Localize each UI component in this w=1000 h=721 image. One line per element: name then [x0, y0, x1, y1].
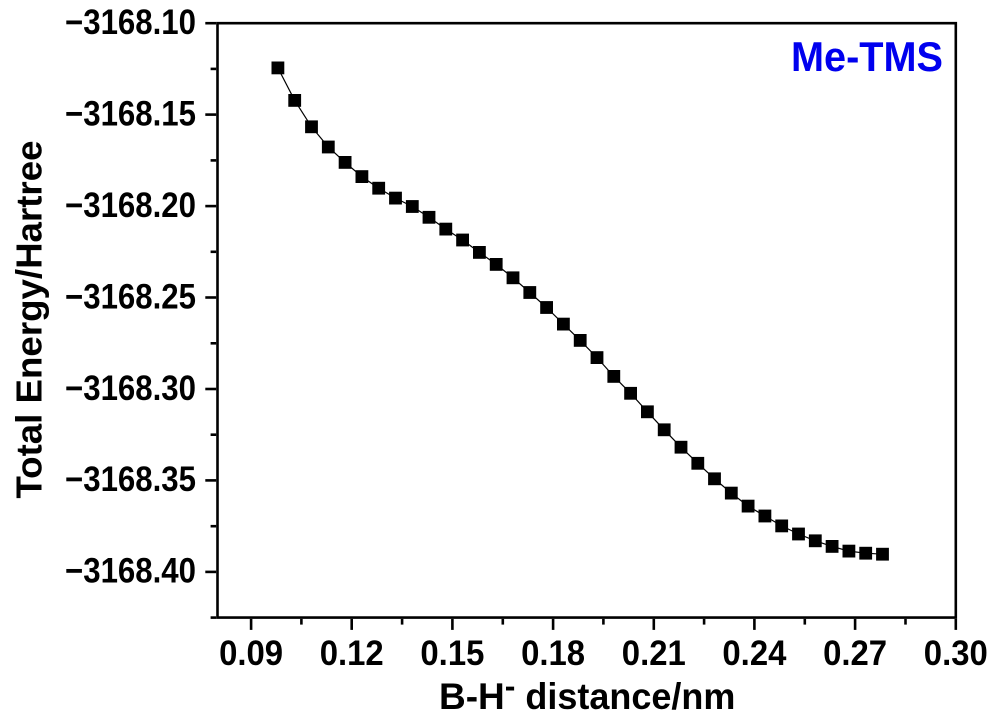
svg-text:0.21: 0.21 [622, 634, 686, 673]
svg-text:0.09: 0.09 [219, 634, 283, 673]
svg-text:0.30: 0.30 [924, 634, 988, 673]
svg-text:−3168.40: −3168.40 [65, 552, 196, 591]
svg-text:0.24: 0.24 [722, 634, 786, 673]
svg-text:−3168.10: −3168.10 [65, 3, 196, 42]
svg-text:0.12: 0.12 [320, 634, 384, 673]
svg-text:0.27: 0.27 [823, 634, 887, 673]
svg-text:−3168.25: −3168.25 [65, 277, 196, 316]
svg-text:−3168.30: −3168.30 [65, 369, 196, 408]
svg-text:−3168.15: −3168.15 [65, 94, 196, 133]
svg-text:0.18: 0.18 [521, 634, 585, 673]
svg-text:B-H- distance/nm: B-H- distance/nm [439, 668, 735, 717]
svg-text:Total Energy/Hartree: Total Energy/Hartree [9, 141, 50, 499]
svg-text:−3168.35: −3168.35 [65, 460, 196, 499]
svg-text:0.15: 0.15 [420, 634, 484, 673]
svg-text:Me-TMS: Me-TMS [791, 33, 943, 80]
svg-text:−3168.20: −3168.20 [65, 186, 196, 225]
